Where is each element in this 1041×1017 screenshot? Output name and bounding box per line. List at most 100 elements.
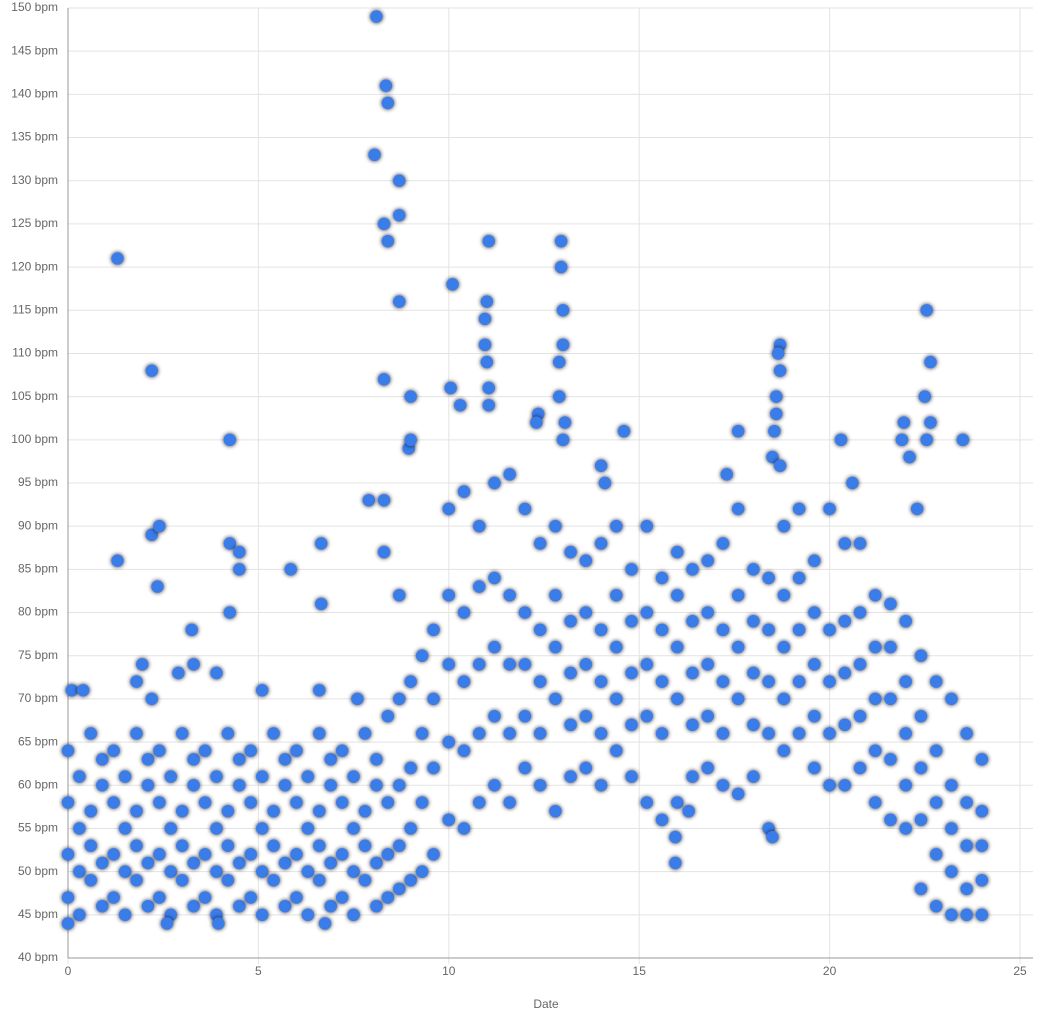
point — [975, 908, 989, 922]
x-tick-label: 25 — [1013, 964, 1027, 978]
point — [564, 770, 577, 783]
point — [370, 10, 383, 23]
point — [701, 658, 714, 671]
point — [640, 709, 654, 723]
point — [61, 848, 75, 861]
point — [244, 796, 257, 809]
point — [370, 856, 383, 870]
point — [686, 666, 699, 680]
point — [960, 908, 973, 922]
point — [198, 796, 212, 809]
point — [554, 234, 568, 248]
point — [221, 727, 235, 740]
point — [640, 658, 654, 671]
point — [381, 709, 395, 723]
point — [701, 554, 714, 567]
point — [457, 822, 471, 835]
point — [370, 899, 383, 913]
point — [960, 839, 973, 852]
point — [792, 727, 806, 740]
point — [682, 804, 695, 818]
point — [553, 355, 566, 369]
point — [530, 416, 543, 429]
point — [107, 744, 120, 757]
point — [84, 839, 98, 852]
point — [945, 822, 958, 835]
y-tick-label: 135 bpm — [11, 130, 58, 144]
point — [290, 891, 303, 904]
point — [187, 899, 200, 913]
point — [533, 727, 547, 740]
point — [518, 709, 532, 723]
point — [671, 796, 684, 809]
point — [482, 399, 495, 412]
point — [482, 234, 495, 248]
point — [267, 804, 280, 818]
point — [686, 718, 699, 732]
point — [118, 908, 132, 922]
point — [198, 891, 212, 904]
point — [549, 804, 562, 818]
point — [671, 545, 684, 559]
point — [256, 822, 269, 835]
point — [415, 796, 429, 809]
point — [930, 796, 943, 809]
point — [869, 796, 882, 809]
point — [164, 822, 178, 835]
point — [278, 899, 292, 913]
point — [747, 614, 760, 628]
point — [473, 658, 486, 671]
point — [610, 519, 623, 533]
point — [153, 796, 166, 809]
point — [716, 727, 730, 740]
point — [897, 416, 911, 429]
point — [198, 848, 212, 861]
point — [808, 658, 821, 671]
point — [558, 416, 572, 429]
x-tick-label: 0 — [65, 964, 72, 978]
point — [130, 804, 143, 818]
point — [313, 874, 326, 887]
point — [221, 874, 235, 887]
point — [533, 623, 547, 637]
point — [153, 519, 166, 533]
point — [404, 675, 417, 688]
point — [335, 848, 349, 861]
point — [185, 623, 198, 637]
point — [210, 865, 223, 878]
point — [160, 917, 174, 930]
point — [393, 174, 406, 187]
point — [945, 865, 958, 878]
point — [533, 675, 547, 688]
point — [956, 433, 970, 447]
point — [107, 891, 120, 904]
point — [777, 640, 791, 654]
point — [579, 709, 593, 723]
point — [377, 217, 391, 231]
point — [518, 606, 532, 619]
point — [777, 744, 791, 757]
point — [267, 727, 280, 740]
point — [153, 848, 166, 861]
point — [473, 519, 486, 533]
point — [834, 433, 848, 447]
point — [358, 839, 372, 852]
point — [381, 234, 395, 248]
point — [480, 295, 494, 308]
point — [73, 770, 86, 783]
point — [368, 148, 381, 162]
point — [669, 856, 682, 870]
point — [869, 744, 882, 757]
point — [549, 589, 562, 602]
point — [444, 381, 457, 395]
point — [884, 813, 897, 827]
point — [61, 891, 75, 904]
point — [107, 796, 120, 809]
point — [145, 364, 158, 377]
point — [533, 537, 547, 550]
point — [233, 899, 246, 913]
point — [301, 770, 315, 783]
point — [792, 675, 806, 688]
point — [478, 312, 492, 326]
point — [895, 433, 909, 447]
